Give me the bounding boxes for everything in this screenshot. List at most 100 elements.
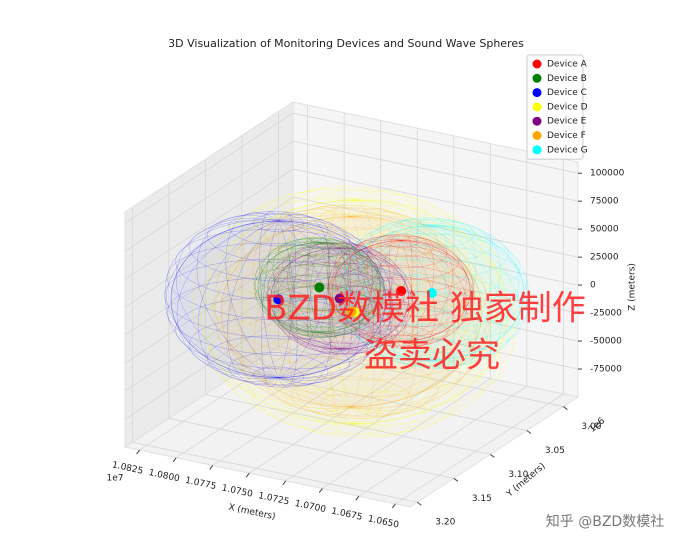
sphere-mesh xyxy=(267,284,412,335)
sphere-mesh xyxy=(266,247,340,350)
sphere-mesh xyxy=(388,234,402,342)
sphere-mesh xyxy=(319,241,378,333)
sphere-mesh xyxy=(225,212,279,378)
sphere-mesh xyxy=(166,277,391,356)
sphere-mesh xyxy=(354,190,428,425)
legend-marker xyxy=(532,116,542,126)
sphere-mesh xyxy=(290,317,348,338)
sphere-mesh xyxy=(209,199,355,426)
sphere-mesh xyxy=(290,204,413,248)
grid-line xyxy=(124,224,294,336)
sphere-mesh xyxy=(351,205,373,407)
device-point xyxy=(396,285,407,296)
sphere-mesh xyxy=(278,220,298,388)
sphere-mesh xyxy=(282,246,398,288)
sphere-mesh xyxy=(190,254,519,369)
sphere-mesh xyxy=(370,218,494,262)
grid-line xyxy=(292,252,579,314)
legend-marker xyxy=(532,73,542,83)
grid-line xyxy=(241,370,527,431)
sphere-mesh xyxy=(317,189,392,216)
grid-line xyxy=(139,339,308,451)
legend-label: Device G xyxy=(547,145,588,155)
legend-marker xyxy=(532,145,542,155)
y-tick xyxy=(417,501,422,506)
sphere-mesh xyxy=(281,199,355,434)
sphere-mesh xyxy=(327,241,341,349)
sphere-mesh xyxy=(208,195,355,425)
sphere-mesh xyxy=(239,199,355,430)
grid-line xyxy=(124,252,294,364)
sphere-mesh xyxy=(278,238,361,267)
sphere-mesh xyxy=(401,239,467,342)
sphere-mesh xyxy=(417,225,433,368)
sphere-mesh xyxy=(336,244,528,312)
sphere-mesh xyxy=(288,237,320,333)
sphere-mesh xyxy=(254,242,320,333)
sphere-mesh xyxy=(215,243,488,338)
sphere-mesh xyxy=(343,302,459,343)
grid-line xyxy=(278,346,564,407)
sphere-mesh xyxy=(272,239,320,333)
sphere-mesh xyxy=(344,225,432,362)
sphere-mesh xyxy=(253,216,352,412)
sphere-mesh xyxy=(317,408,392,434)
sphere-mesh xyxy=(335,238,402,342)
sphere-mesh xyxy=(329,200,355,437)
sphere-mesh xyxy=(329,277,474,328)
sphere-mesh xyxy=(175,297,382,370)
sphere-mesh xyxy=(252,363,457,436)
x-tick-label: 1.0725 xyxy=(257,491,290,507)
legend-label: Device A xyxy=(547,60,588,70)
grid-line xyxy=(124,280,294,392)
sphere-mesh xyxy=(339,248,353,356)
sphere-mesh xyxy=(431,224,520,361)
z-tick-label: -75000 xyxy=(590,365,622,375)
sphere-mesh xyxy=(264,207,439,268)
sphere-mesh xyxy=(343,291,521,354)
sphere-mesh xyxy=(323,243,357,256)
sphere-mesh xyxy=(319,237,330,333)
sphere-mesh xyxy=(336,274,528,342)
grid-line xyxy=(292,308,579,370)
grid-line xyxy=(292,280,579,342)
grid-line xyxy=(124,308,294,420)
legend-label: Device F xyxy=(547,131,586,141)
sphere-mesh xyxy=(255,255,384,300)
sphere-mesh xyxy=(194,281,514,393)
z-tick-label: 50000 xyxy=(590,225,619,235)
x-tick-label: 1.0800 xyxy=(148,468,181,484)
sphere-mesh xyxy=(351,214,475,408)
legend-box xyxy=(526,54,584,160)
sphere-mesh xyxy=(282,309,398,351)
sphere-mesh xyxy=(227,220,279,385)
sphere-mesh xyxy=(431,225,478,368)
sphere-mesh xyxy=(339,247,413,350)
sphere-mesh xyxy=(252,366,305,385)
sphere-mesh xyxy=(351,211,450,408)
sphere-mesh xyxy=(261,220,279,387)
sphere-mesh xyxy=(362,225,432,364)
y-tick-label: 3.20 xyxy=(435,518,455,528)
sphere-mesh xyxy=(319,242,367,336)
y-tick xyxy=(526,430,532,434)
sphere-mesh xyxy=(304,238,335,250)
device-point xyxy=(346,306,357,317)
legend-marker xyxy=(532,131,542,140)
sphere-mesh xyxy=(228,211,329,247)
sphere-mesh xyxy=(431,225,530,361)
sphere-mesh xyxy=(384,334,418,347)
sphere-mesh xyxy=(226,337,483,427)
sphere-mesh xyxy=(343,239,459,280)
sphere-mesh xyxy=(242,333,461,410)
sphere-mesh xyxy=(278,220,332,387)
sphere-mesh xyxy=(339,247,413,350)
z-tick-label: 0 xyxy=(590,281,596,291)
sphere-mesh xyxy=(213,215,352,408)
sphere-mesh xyxy=(367,235,402,342)
sphere-mesh xyxy=(354,224,509,278)
x-tick-label: 1.0675 xyxy=(330,507,363,523)
sphere-mesh xyxy=(319,242,331,338)
legend-marker xyxy=(532,102,542,112)
